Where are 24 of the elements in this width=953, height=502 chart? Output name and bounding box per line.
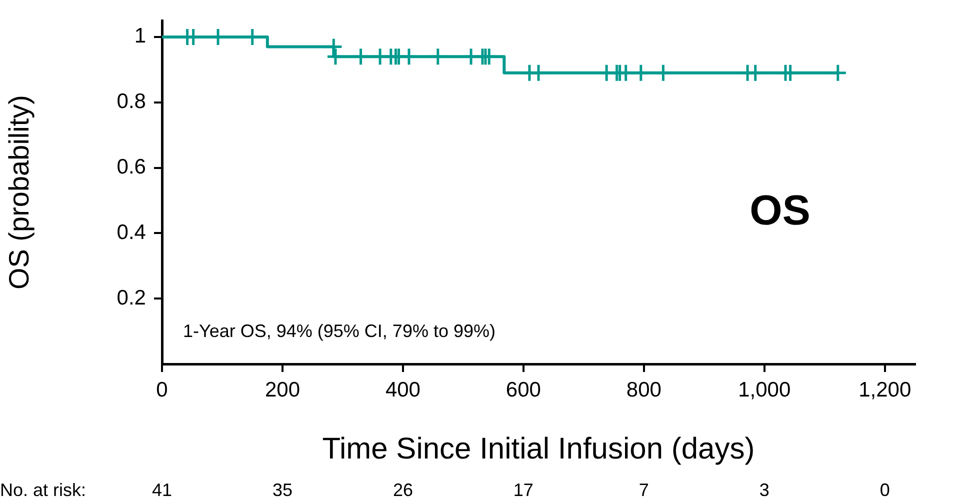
annotation: OS bbox=[750, 186, 810, 234]
text: 26 bbox=[392, 480, 413, 500]
text: 0 bbox=[880, 480, 890, 500]
annotation: 1-Year OS, 94% (95% CI, 79% to 99%) bbox=[183, 320, 496, 341]
text: 3 bbox=[759, 480, 770, 500]
y-axis-title: OS (probability) bbox=[4, 95, 35, 290]
y-tick-label: 0.2 bbox=[116, 286, 146, 310]
y-tick-label: 0.8 bbox=[116, 90, 146, 114]
x-tick-label: 400 bbox=[385, 378, 420, 402]
y-tick-label: 0.6 bbox=[116, 156, 146, 179]
y-tick-label: 1 bbox=[134, 24, 146, 48]
y-tick-label: 0.4 bbox=[116, 220, 146, 244]
x-tick-label: 1,200 bbox=[858, 378, 912, 402]
x-tick-label: 1,000 bbox=[738, 378, 791, 402]
x-tick-label: 800 bbox=[626, 378, 662, 402]
text: 41 bbox=[152, 480, 172, 500]
x-tick-label: 600 bbox=[506, 378, 541, 402]
text: 7 bbox=[638, 480, 649, 500]
text: No. at risk: bbox=[0, 480, 86, 500]
text: 35 bbox=[272, 480, 292, 500]
x-axis-title: Time Since Initial Infusion (days) bbox=[322, 432, 755, 466]
x-tick-label: 200 bbox=[264, 378, 300, 402]
text: 17 bbox=[513, 480, 534, 500]
x-tick-label: 0 bbox=[156, 378, 168, 402]
